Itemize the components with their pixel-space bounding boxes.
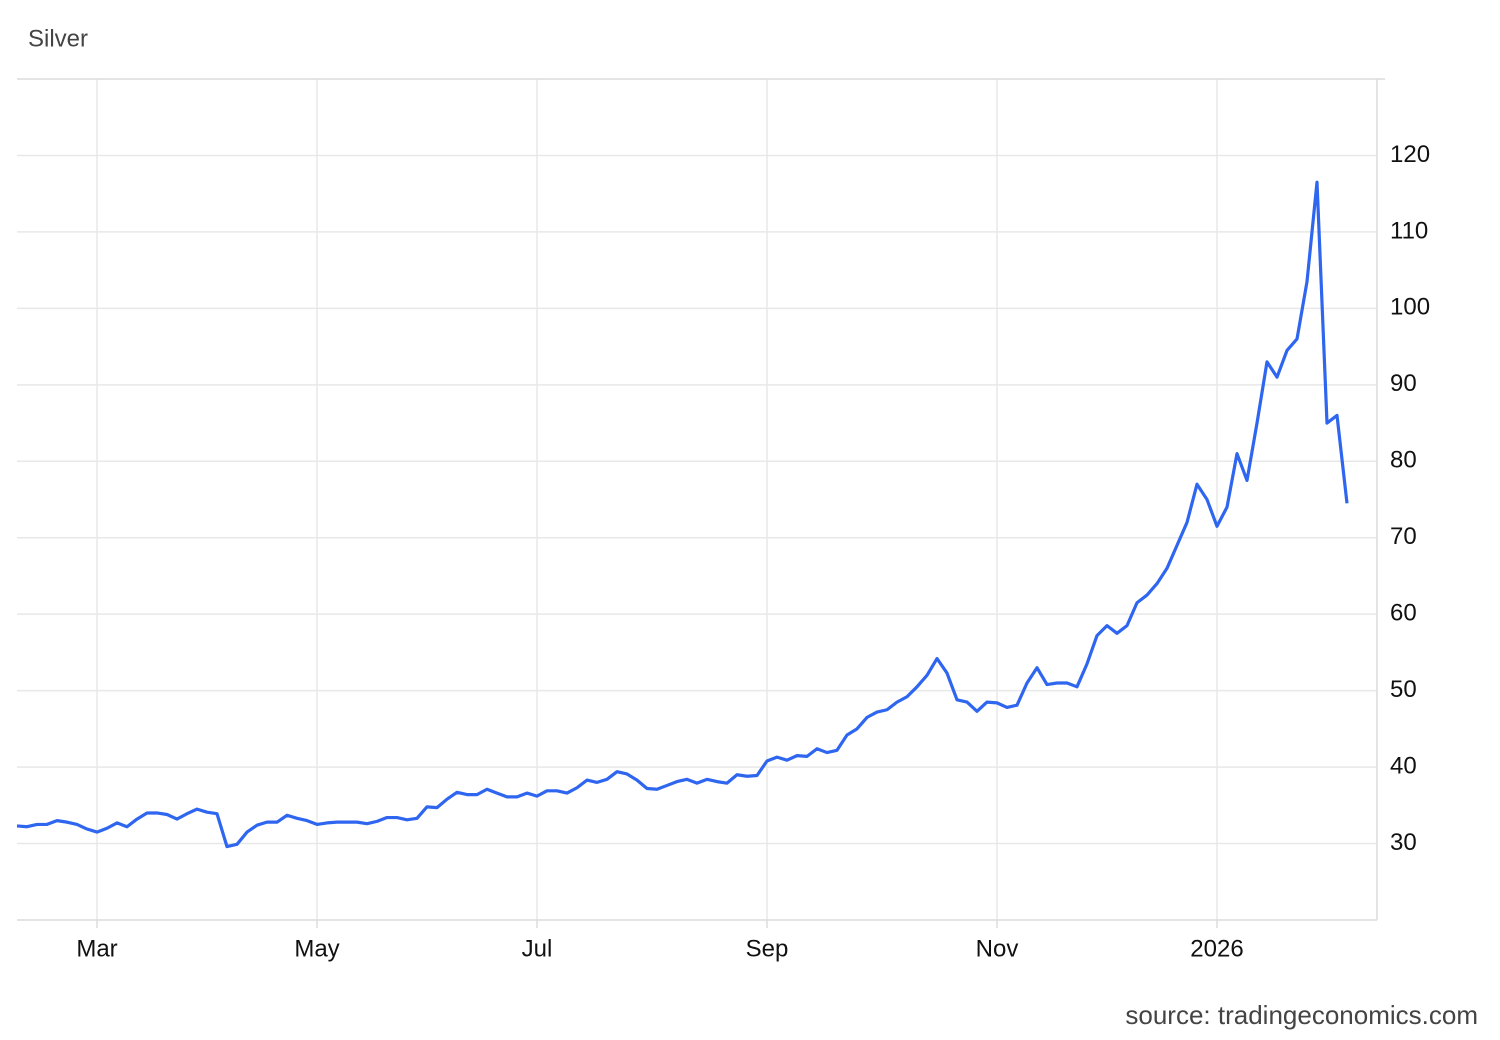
source-note: source: tradingeconomics.com [1125, 1000, 1478, 1030]
x-tick-label: Nov [976, 935, 1019, 962]
y-tick-label: 50 [1390, 676, 1417, 703]
x-tick-label: 2026 [1190, 935, 1243, 962]
x-tick-label: Mar [76, 935, 117, 962]
x-tick-label: May [294, 935, 339, 962]
x-tick-label: Sep [746, 935, 789, 962]
x-tick-label: Jul [522, 935, 553, 962]
chart-title: Silver [28, 25, 88, 52]
y-tick-label: 80 [1390, 447, 1417, 474]
price-line [16, 180, 1349, 849]
y-tick-label: 120 [1390, 141, 1430, 168]
y-tick-label: 110 [1390, 217, 1428, 244]
y-tick-label: 100 [1390, 294, 1430, 321]
y-tick-label: 40 [1390, 752, 1417, 779]
y-tick-label: 60 [1390, 600, 1417, 627]
y-tick-label: 70 [1390, 523, 1417, 550]
y-tick-label: 30 [1390, 829, 1417, 856]
y-tick-label: 90 [1390, 370, 1417, 397]
